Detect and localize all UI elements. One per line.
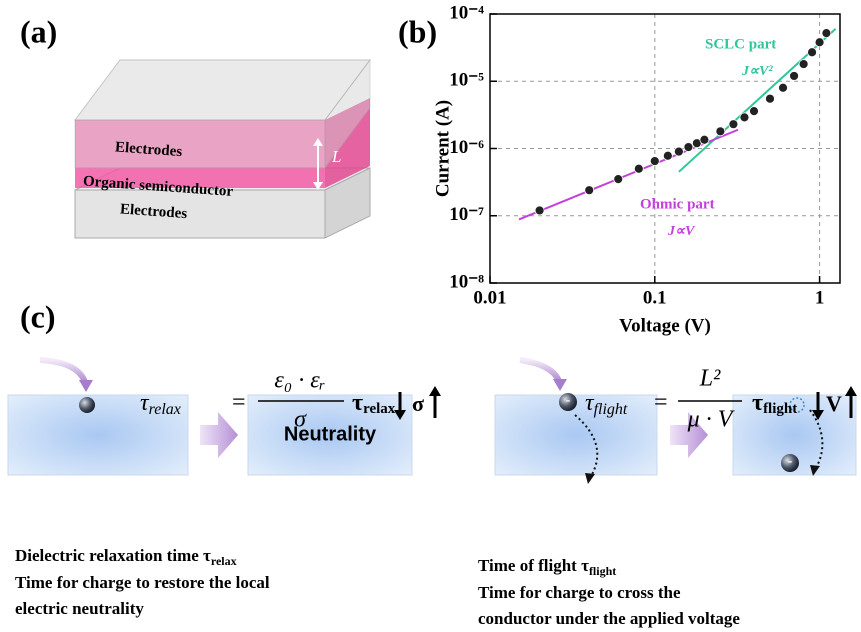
device-stack: Electrodes Organic semiconductor Electro… — [74, 58, 371, 239]
charge: - — [788, 454, 793, 469]
trend-variable: V — [826, 391, 842, 416]
subscript: flight — [594, 401, 628, 418]
data-point — [807, 47, 817, 58]
desc-text: Dielectric relaxation time τ — [15, 546, 211, 565]
numerator: L² — [699, 366, 721, 392]
data-point — [789, 71, 799, 81]
y-axis-label: Current (A) — [432, 100, 453, 197]
description: Dielectric relaxation time τrelax — [15, 546, 237, 568]
subscript: flight — [589, 564, 616, 578]
layer-label: Electrodes — [114, 139, 182, 160]
line-formula: J∝V — [667, 224, 696, 239]
panel-label: (c) — [20, 298, 56, 334]
subscript: relax — [211, 554, 237, 568]
description: conductor under the applied voltage — [478, 609, 740, 628]
equals: = — [654, 390, 668, 416]
desc-text: Time of flight τ — [478, 556, 589, 575]
x-axis-label: Voltage (V) — [619, 315, 711, 336]
data-point — [584, 185, 595, 196]
data-point — [798, 59, 809, 69]
data-point — [649, 156, 660, 166]
thickness-label: L — [331, 147, 341, 166]
equation: τrelax — [140, 390, 181, 418]
x-tick-label: 1 — [815, 287, 825, 308]
fit-line — [518, 128, 739, 221]
subscript: relax — [363, 401, 396, 417]
plot-frame — [489, 13, 841, 284]
x-tick-label: 0.01 — [473, 287, 506, 308]
data-point — [778, 82, 788, 93]
description: Time of flight τflight — [478, 556, 616, 578]
charge: - — [566, 393, 571, 408]
data-point — [739, 112, 750, 123]
data-point — [613, 174, 624, 185]
y-tick-label: 10⁻⁷ — [449, 204, 484, 225]
state-label: Neutrality — [284, 423, 377, 445]
numerator: ε₀ · εᵣ — [274, 368, 325, 394]
y-tick-label: 10⁻⁶ — [449, 137, 484, 158]
description: Time for charge to cross the — [478, 583, 681, 602]
data-point — [715, 126, 726, 137]
data-point — [534, 205, 545, 216]
data-point — [673, 146, 684, 157]
panel-label: (a) — [20, 13, 57, 49]
panel-label: (b) — [398, 13, 437, 49]
equals: = — [232, 390, 246, 416]
y-tick-label: 10⁻⁸ — [449, 271, 484, 292]
subscript: flight — [763, 401, 797, 417]
symbol: τ — [585, 390, 595, 416]
iv-chart: 0.01 0.1 1 10⁻⁸ 10⁻⁷ 10⁻⁶ 10⁻⁵ 10⁻⁴ Voltage (V) C… — [432, 2, 841, 336]
symbol: τ — [352, 390, 363, 416]
x-tick-label: 0.1 — [643, 287, 667, 308]
denominator: σ — [294, 407, 307, 433]
panel-c: Neutrality - - τrelax = ε₀ · εᵣ σ τrelax… — [7, 357, 857, 628]
data-point — [728, 119, 739, 130]
description: electric neutrality — [15, 599, 144, 618]
subscript: relax — [149, 401, 181, 418]
trend-variable: σ — [412, 391, 424, 416]
data-point — [814, 37, 825, 48]
line-label: SCLC part — [705, 36, 776, 52]
data-point — [749, 106, 759, 116]
denominator: μ · V — [687, 407, 735, 433]
description: Time for charge to restore the local — [15, 573, 270, 592]
y-tick-label: 10⁻⁵ — [449, 70, 484, 91]
trend: τflight — [752, 390, 797, 418]
symbol: τ — [752, 390, 763, 416]
data-point — [821, 28, 832, 38]
data-point — [633, 163, 644, 174]
trend: τrelax — [352, 390, 396, 418]
line-label: Ohmic part — [640, 196, 715, 212]
y-tick-label: 10⁻⁴ — [449, 2, 484, 23]
data-point — [683, 142, 694, 152]
layer-label: Electrodes — [119, 201, 187, 222]
data-point — [765, 93, 775, 104]
equation: τflight — [585, 390, 628, 418]
data-point — [699, 134, 710, 145]
data-point — [662, 150, 673, 161]
line-formula: J∝V² — [741, 64, 773, 79]
symbol: τ — [140, 390, 150, 416]
